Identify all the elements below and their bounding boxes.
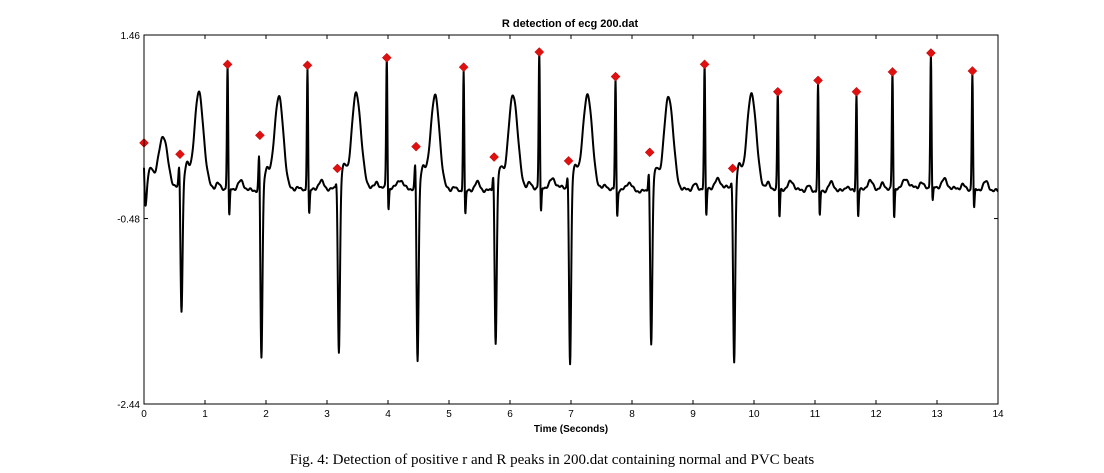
r-peak-marker-19 [851, 86, 862, 97]
r-peak-marker-4 [255, 130, 265, 141]
r-peak-marker-9 [458, 62, 469, 73]
x-axis-ticks: 0 1 2 3 4 5 6 7 8 9 10 11 12 13 14 [141, 35, 1004, 420]
r-peak-marker-17 [772, 86, 783, 97]
x-tick-label-9: 9 [690, 409, 696, 420]
signal-layer [143, 50, 999, 366]
x-tick-label-7: 7 [568, 409, 574, 420]
r-peak-marker-11 [534, 47, 545, 57]
r-peak-marker-8 [411, 141, 421, 152]
r-peak-markers [139, 47, 978, 174]
r-peak-marker-5 [302, 60, 313, 71]
x-tick-label-11: 11 [810, 409, 821, 420]
x-tick-label-10: 10 [748, 409, 760, 420]
x-tick-label-5: 5 [446, 409, 452, 420]
y-tick-label-1.46: 1.46 [121, 31, 141, 42]
r-peak-marker-14 [644, 147, 655, 158]
r-peak-marker-2 [175, 149, 185, 160]
x-tick-label-14: 14 [992, 409, 1004, 420]
x-axis-label: Time (Seconds) [534, 424, 608, 435]
x-tick-label-1: 1 [202, 409, 208, 420]
r-peak-marker-21 [926, 48, 936, 58]
x-tick-label-3: 3 [324, 409, 330, 420]
r-peak-marker-15 [699, 59, 710, 70]
x-tick-label-12: 12 [870, 409, 882, 420]
r-peak-marker-3 [222, 59, 233, 70]
r-peak-marker-22 [967, 66, 978, 76]
y-tick-label--2.44: -2.44 [117, 400, 140, 411]
r-peak-marker-7 [381, 52, 392, 63]
r-peak-marker-13 [610, 71, 621, 82]
x-tick-label-6: 6 [507, 409, 513, 420]
x-tick-label-0: 0 [141, 409, 147, 420]
r-peak-marker-10 [489, 152, 499, 162]
y-axis-ticks: 1.46 -0.48 -2.44 [117, 31, 998, 411]
r-peak-marker-20 [887, 67, 898, 77]
x-tick-label-13: 13 [931, 409, 943, 420]
x-tick-label-2: 2 [263, 409, 269, 420]
r-peak-marker-6 [332, 163, 343, 174]
y-tick-label--0.48: -0.48 [117, 215, 140, 226]
r-peak-marker-16 [727, 163, 738, 174]
chart-title: R detection of ecg 200.dat [502, 18, 639, 30]
r-peak-marker-12 [563, 155, 574, 166]
r-peak-marker-18 [813, 75, 823, 86]
ecg-signal-line [143, 50, 999, 366]
figure-caption: Fig. 4: Detection of positive r and R pe… [289, 452, 815, 468]
x-tick-label-4: 4 [385, 409, 391, 420]
x-tick-label-8: 8 [629, 409, 635, 420]
